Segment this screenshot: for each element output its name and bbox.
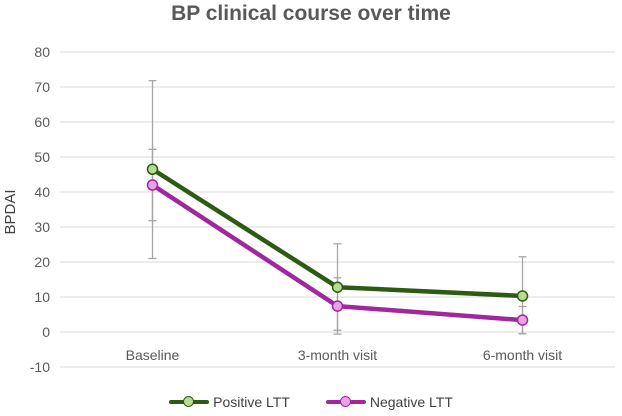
y-tick-label--10: -10 bbox=[30, 359, 50, 375]
y-axis-label: BPDAI bbox=[2, 189, 19, 234]
series-markers bbox=[146, 163, 529, 326]
y-tick-label-70: 70 bbox=[34, 79, 50, 95]
error-bars bbox=[148, 80, 527, 335]
data-point-s0-p1 bbox=[331, 281, 344, 293]
legend: Positive LTT Negative LTT bbox=[0, 394, 622, 410]
legend-item-positive-ltt: Positive LTT bbox=[169, 394, 290, 410]
y-tick-labels: -10 0 10 20 30 40 50 60 70 80 bbox=[30, 44, 50, 375]
data-point-s1-p1 bbox=[331, 300, 344, 312]
y-tick-label-30: 30 bbox=[34, 219, 50, 235]
x-category-label-2: 6-month visit bbox=[483, 347, 562, 363]
chart-title: BP clinical course over time bbox=[171, 2, 451, 25]
y-tick-label-40: 40 bbox=[34, 184, 50, 200]
y-tick-label-50: 50 bbox=[34, 149, 50, 165]
x-category-label-1: 3-month visit bbox=[298, 347, 377, 363]
y-tick-label-10: 10 bbox=[34, 289, 50, 305]
legend-item-negative-ltt: Negative LTT bbox=[325, 394, 453, 410]
y-tick-label-60: 60 bbox=[34, 114, 50, 130]
y-tick-label-20: 20 bbox=[34, 254, 50, 270]
x-category-label-0: Baseline bbox=[126, 347, 180, 363]
y-tick-label-0: 0 bbox=[42, 324, 50, 340]
legend-label-negative-ltt: Negative LTT bbox=[369, 394, 453, 410]
legend-swatch-positive-ltt bbox=[169, 395, 210, 409]
y-tick-label-80: 80 bbox=[34, 44, 50, 60]
data-point-s0-p0 bbox=[146, 163, 159, 175]
data-point-s0-p2 bbox=[516, 290, 529, 302]
legend-swatch-negative-ltt bbox=[325, 395, 366, 409]
category-labels: Baseline 3-month visit 6-month visit bbox=[126, 347, 563, 363]
data-point-s1-p2 bbox=[516, 314, 529, 326]
data-point-s1-p0 bbox=[146, 179, 159, 191]
legend-label-positive-ltt: Positive LTT bbox=[213, 394, 290, 410]
